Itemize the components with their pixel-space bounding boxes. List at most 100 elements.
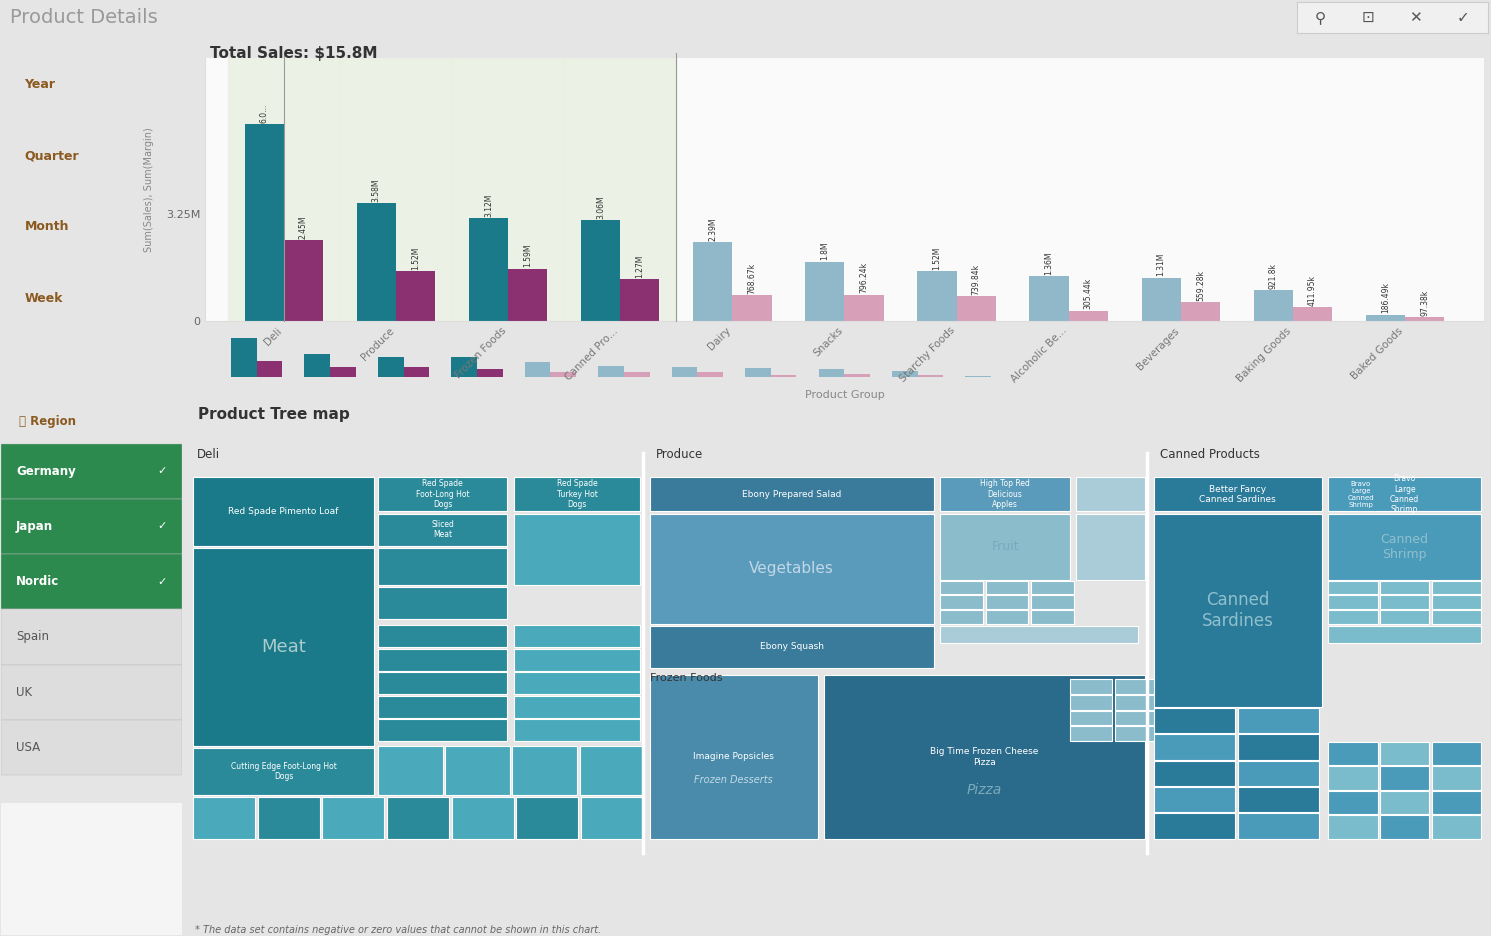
Y-axis label: Sum(Sales), Sum(Margin): Sum(Sales), Sum(Margin) [145, 127, 154, 252]
Bar [1238, 761, 1320, 786]
Bar [1154, 787, 1235, 812]
Text: 305.44k: 305.44k [1084, 278, 1093, 309]
Bar [377, 477, 507, 511]
Bar [1069, 726, 1112, 741]
Bar [1431, 791, 1481, 814]
Bar [1142, 278, 1181, 321]
Text: Week: Week [24, 292, 63, 304]
Bar [564, 58, 677, 321]
Text: 768.67k: 768.67k [747, 263, 756, 294]
Text: Frozen Desserts: Frozen Desserts [695, 775, 772, 785]
Bar [825, 675, 1145, 839]
Bar [404, 367, 429, 377]
Bar [550, 373, 576, 377]
Text: Big Time Frozen Cheese
Pizza: Big Time Frozen Cheese Pizza [930, 747, 1039, 767]
Bar [917, 374, 944, 377]
Bar [514, 649, 641, 671]
Bar [1238, 787, 1320, 812]
Bar [192, 477, 374, 546]
Bar [468, 218, 508, 321]
Text: 921.8k: 921.8k [1269, 263, 1278, 289]
Bar [1154, 734, 1235, 760]
Bar [377, 514, 507, 546]
Bar [1, 499, 182, 554]
Bar [1328, 514, 1481, 579]
Bar [620, 279, 659, 321]
Text: 2.39M: 2.39M [708, 217, 717, 241]
Text: Nordic: Nordic [16, 576, 60, 588]
Bar [245, 124, 283, 321]
Text: Red Spade Pimento Loaf: Red Spade Pimento Loaf [228, 507, 338, 516]
Text: Fruit: Fruit [992, 540, 1018, 553]
Bar [580, 746, 644, 795]
Bar [941, 626, 1138, 643]
Bar [698, 373, 723, 377]
Bar [1254, 290, 1293, 321]
Bar [514, 719, 641, 741]
Bar [819, 369, 844, 377]
Bar [1381, 742, 1430, 766]
Bar [732, 296, 771, 321]
Text: 1.36M: 1.36M [1045, 251, 1054, 275]
Bar [192, 749, 374, 795]
Bar [477, 369, 502, 377]
Bar [1238, 734, 1320, 760]
Bar [650, 626, 933, 667]
Bar [650, 514, 933, 623]
Bar [892, 372, 917, 377]
Text: 411.95k: 411.95k [1308, 275, 1317, 306]
Bar [957, 297, 996, 321]
Text: Better Fancy
Canned Sardines: Better Fancy Canned Sardines [1199, 485, 1276, 504]
Text: 6.0...: 6.0... [259, 103, 268, 123]
Text: Spain: Spain [16, 631, 49, 643]
Text: UK: UK [16, 686, 31, 698]
Bar [377, 548, 507, 585]
Text: Cutting Edge Foot-Long Hot
Dogs: Cutting Edge Foot-Long Hot Dogs [231, 762, 337, 782]
Text: USA: USA [16, 740, 40, 753]
Bar [805, 262, 844, 321]
Text: ⊡: ⊡ [1361, 10, 1375, 25]
Bar [1069, 695, 1112, 709]
Bar [514, 625, 641, 647]
Bar [1328, 581, 1378, 594]
Bar [598, 366, 623, 377]
Bar [1328, 610, 1378, 623]
Text: Canned Products: Canned Products [581, 90, 689, 103]
Bar [1328, 626, 1481, 643]
Text: 1.27M: 1.27M [635, 255, 644, 278]
Bar [650, 675, 817, 839]
Bar [1381, 815, 1430, 839]
Bar [256, 361, 282, 377]
Bar [508, 269, 547, 321]
Bar [1431, 742, 1481, 766]
Text: 796.24k: 796.24k [860, 262, 869, 293]
Bar [258, 797, 319, 839]
Text: Imagine Popsicles: Imagine Popsicles [693, 753, 774, 761]
Text: Deli: Deli [256, 90, 282, 103]
Bar [650, 477, 933, 511]
Bar [192, 797, 255, 839]
Bar [1030, 610, 1074, 623]
Bar [1030, 595, 1074, 609]
Text: Product Tree map: Product Tree map [198, 407, 350, 422]
Bar [623, 373, 650, 377]
Bar [1, 720, 182, 775]
Bar [1238, 708, 1320, 733]
Bar [1381, 595, 1430, 609]
Bar [1069, 680, 1112, 695]
Bar [844, 373, 869, 377]
Bar [1238, 813, 1320, 839]
Text: 1.52M: 1.52M [932, 246, 941, 270]
Bar [1328, 477, 1393, 511]
Bar [986, 595, 1029, 609]
Bar [525, 361, 550, 377]
Bar [1115, 695, 1157, 709]
Bar [516, 797, 579, 839]
Text: ✓: ✓ [158, 521, 167, 532]
Bar [1115, 710, 1157, 725]
Bar [322, 797, 385, 839]
Bar [377, 357, 404, 377]
Bar [1328, 477, 1481, 511]
Text: Produce: Produce [656, 448, 704, 461]
Bar [941, 477, 1069, 511]
